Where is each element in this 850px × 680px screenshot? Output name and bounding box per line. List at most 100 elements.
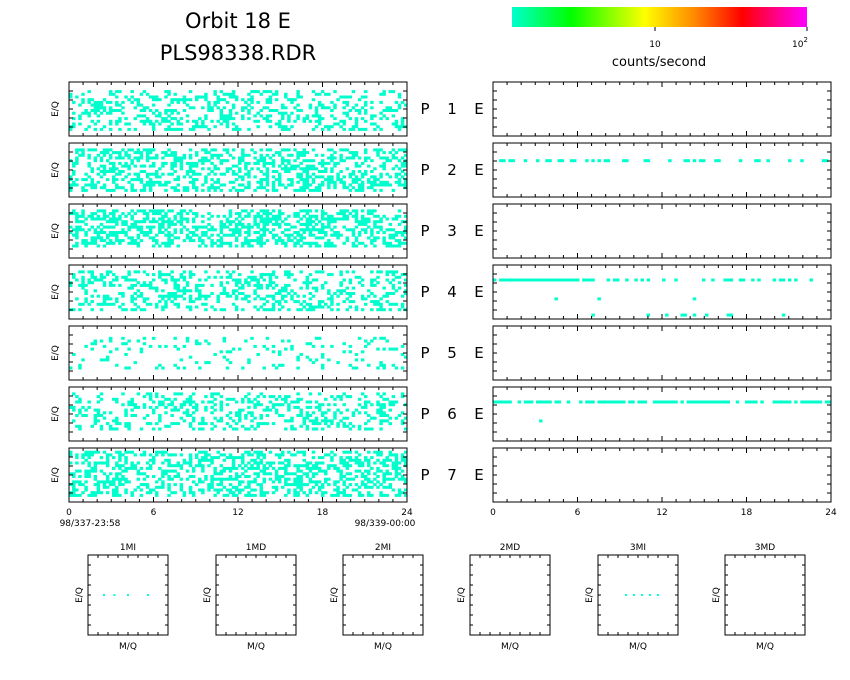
left-spectrogram-cell [241,466,245,470]
left-spectrogram-cell [182,188,187,192]
left-spectrogram-cell [250,95,254,99]
left-spectrogram-cell [376,151,380,155]
left-spectrogram-cell [320,212,325,216]
left-spectrogram-cell [293,244,297,248]
left-spectrogram-cell [348,450,353,454]
left-spectrogram-cell [93,469,98,473]
left-spectrogram-cell [299,488,303,492]
left-spectrogram-cell [142,450,147,454]
left-spectrogram-cell [108,156,113,160]
left-spectrogram-cell [188,305,193,309]
left-spectrogram-cell [194,305,199,309]
right-spectrogram-cell [827,400,832,404]
right-spectrogram-cell [751,278,755,282]
left-spectrogram-cell [136,209,141,213]
left-spectrogram-cell [262,159,267,163]
left-spectrogram-cell [145,422,150,426]
left-spectrogram-cell [216,488,220,492]
left-spectrogram-cell [271,153,276,157]
left-spectrogram-cell [317,461,322,465]
left-spectrogram-cell [348,344,353,348]
left-spectrogram-cell [164,228,168,232]
left-spectrogram-cell [327,244,331,248]
left-spectrogram-cell [102,485,107,489]
left-spectrogram-cell [148,95,153,99]
left-spectrogram-cell [324,281,328,285]
left-spectrogram-cell [216,180,220,184]
left-spectrogram-cell [164,95,168,99]
left-spectrogram-cell [231,292,236,295]
left-spectrogram-cell [379,302,383,306]
right-spectrogram-cell [824,400,829,404]
left-spectrogram-cell [357,186,362,190]
right-spectrogram-cell [744,400,749,404]
left-spectrogram-cell [176,289,181,293]
left-spectrogram-cell [382,294,386,298]
left-spectrogram-cell [75,236,79,240]
left-spectrogram-cell [324,178,328,182]
left-spectrogram-cell [379,405,383,409]
left-spectrogram-cell [360,283,365,287]
left-spectrogram-cell [201,469,205,473]
left-spectrogram-cell [78,424,82,428]
left-spectrogram-cell [201,148,205,152]
left-spectrogram-cell [170,403,174,407]
left-spectrogram-cell [400,273,405,277]
right-spectrogram-cell [751,400,755,404]
left-spectrogram-cell [225,493,230,497]
left-spectrogram-cell [302,153,306,157]
left-spectrogram-cell [90,300,94,304]
left-x-tick-label: 12 [232,508,243,518]
left-spectrogram-cell [287,488,291,492]
left-spectrogram-cell [188,209,193,213]
right-spectrogram-cell [781,400,786,404]
left-spectrogram-cell [376,347,380,351]
left-spectrogram-cell [296,392,300,396]
left-spectrogram-cell [327,92,331,96]
left-spectrogram-cell [391,461,396,465]
left-spectrogram-cell [265,114,270,118]
left-spectrogram-cell [385,339,389,343]
left-spectrogram-cell [90,212,94,216]
left-spectrogram-cell [207,236,211,240]
left-spectrogram-cell [271,485,276,489]
left-spectrogram-cell [360,106,365,110]
left-spectrogram-cell [397,239,402,243]
left-spectrogram-cell [216,297,220,301]
right-spectrogram-cell [499,400,503,404]
left-spectrogram-cell [84,109,88,112]
left-spectrogram-cell [327,305,331,309]
right-spectrogram-cell [572,159,577,163]
left-spectrogram-cell [222,214,227,218]
left-spectrogram-cell [84,239,88,243]
left-spectrogram-cell [170,233,174,237]
left-spectrogram-cell [108,283,113,287]
left-spectrogram-cell [336,488,340,492]
right-spectrogram-cell [652,400,657,404]
left-spectrogram-cell [394,239,399,243]
right-spectrogram-cell [563,278,568,282]
left-spectrogram-cell [176,283,181,287]
left-spectrogram-cell [222,241,227,245]
left-spectrogram-cell [118,231,122,234]
left-spectrogram-cell [336,424,340,428]
left-spectrogram-cell [139,488,144,492]
left-spectrogram-cell [373,477,377,481]
left-spectrogram-cell [148,488,153,492]
left-spectrogram-cell [130,100,134,104]
left-spectrogram-cell [170,98,174,102]
left-spectrogram-cell [357,233,362,237]
left-spectrogram-cell [271,109,276,112]
left-spectrogram-cell [345,239,350,243]
left-spectrogram-cell [277,475,282,478]
left-spectrogram-cell [287,395,291,399]
right-spectrogram-cell [800,159,804,163]
left-spectrogram-cell [201,302,205,306]
left-spectrogram-cell [360,464,365,468]
left-spectrogram-cell [376,450,380,454]
left-spectrogram-cell [118,493,122,497]
right-spectrogram-cell [698,159,703,163]
left-spectrogram-cell [201,125,205,129]
left-spectrogram-cell [102,450,107,454]
left-spectrogram-cell [305,186,310,190]
